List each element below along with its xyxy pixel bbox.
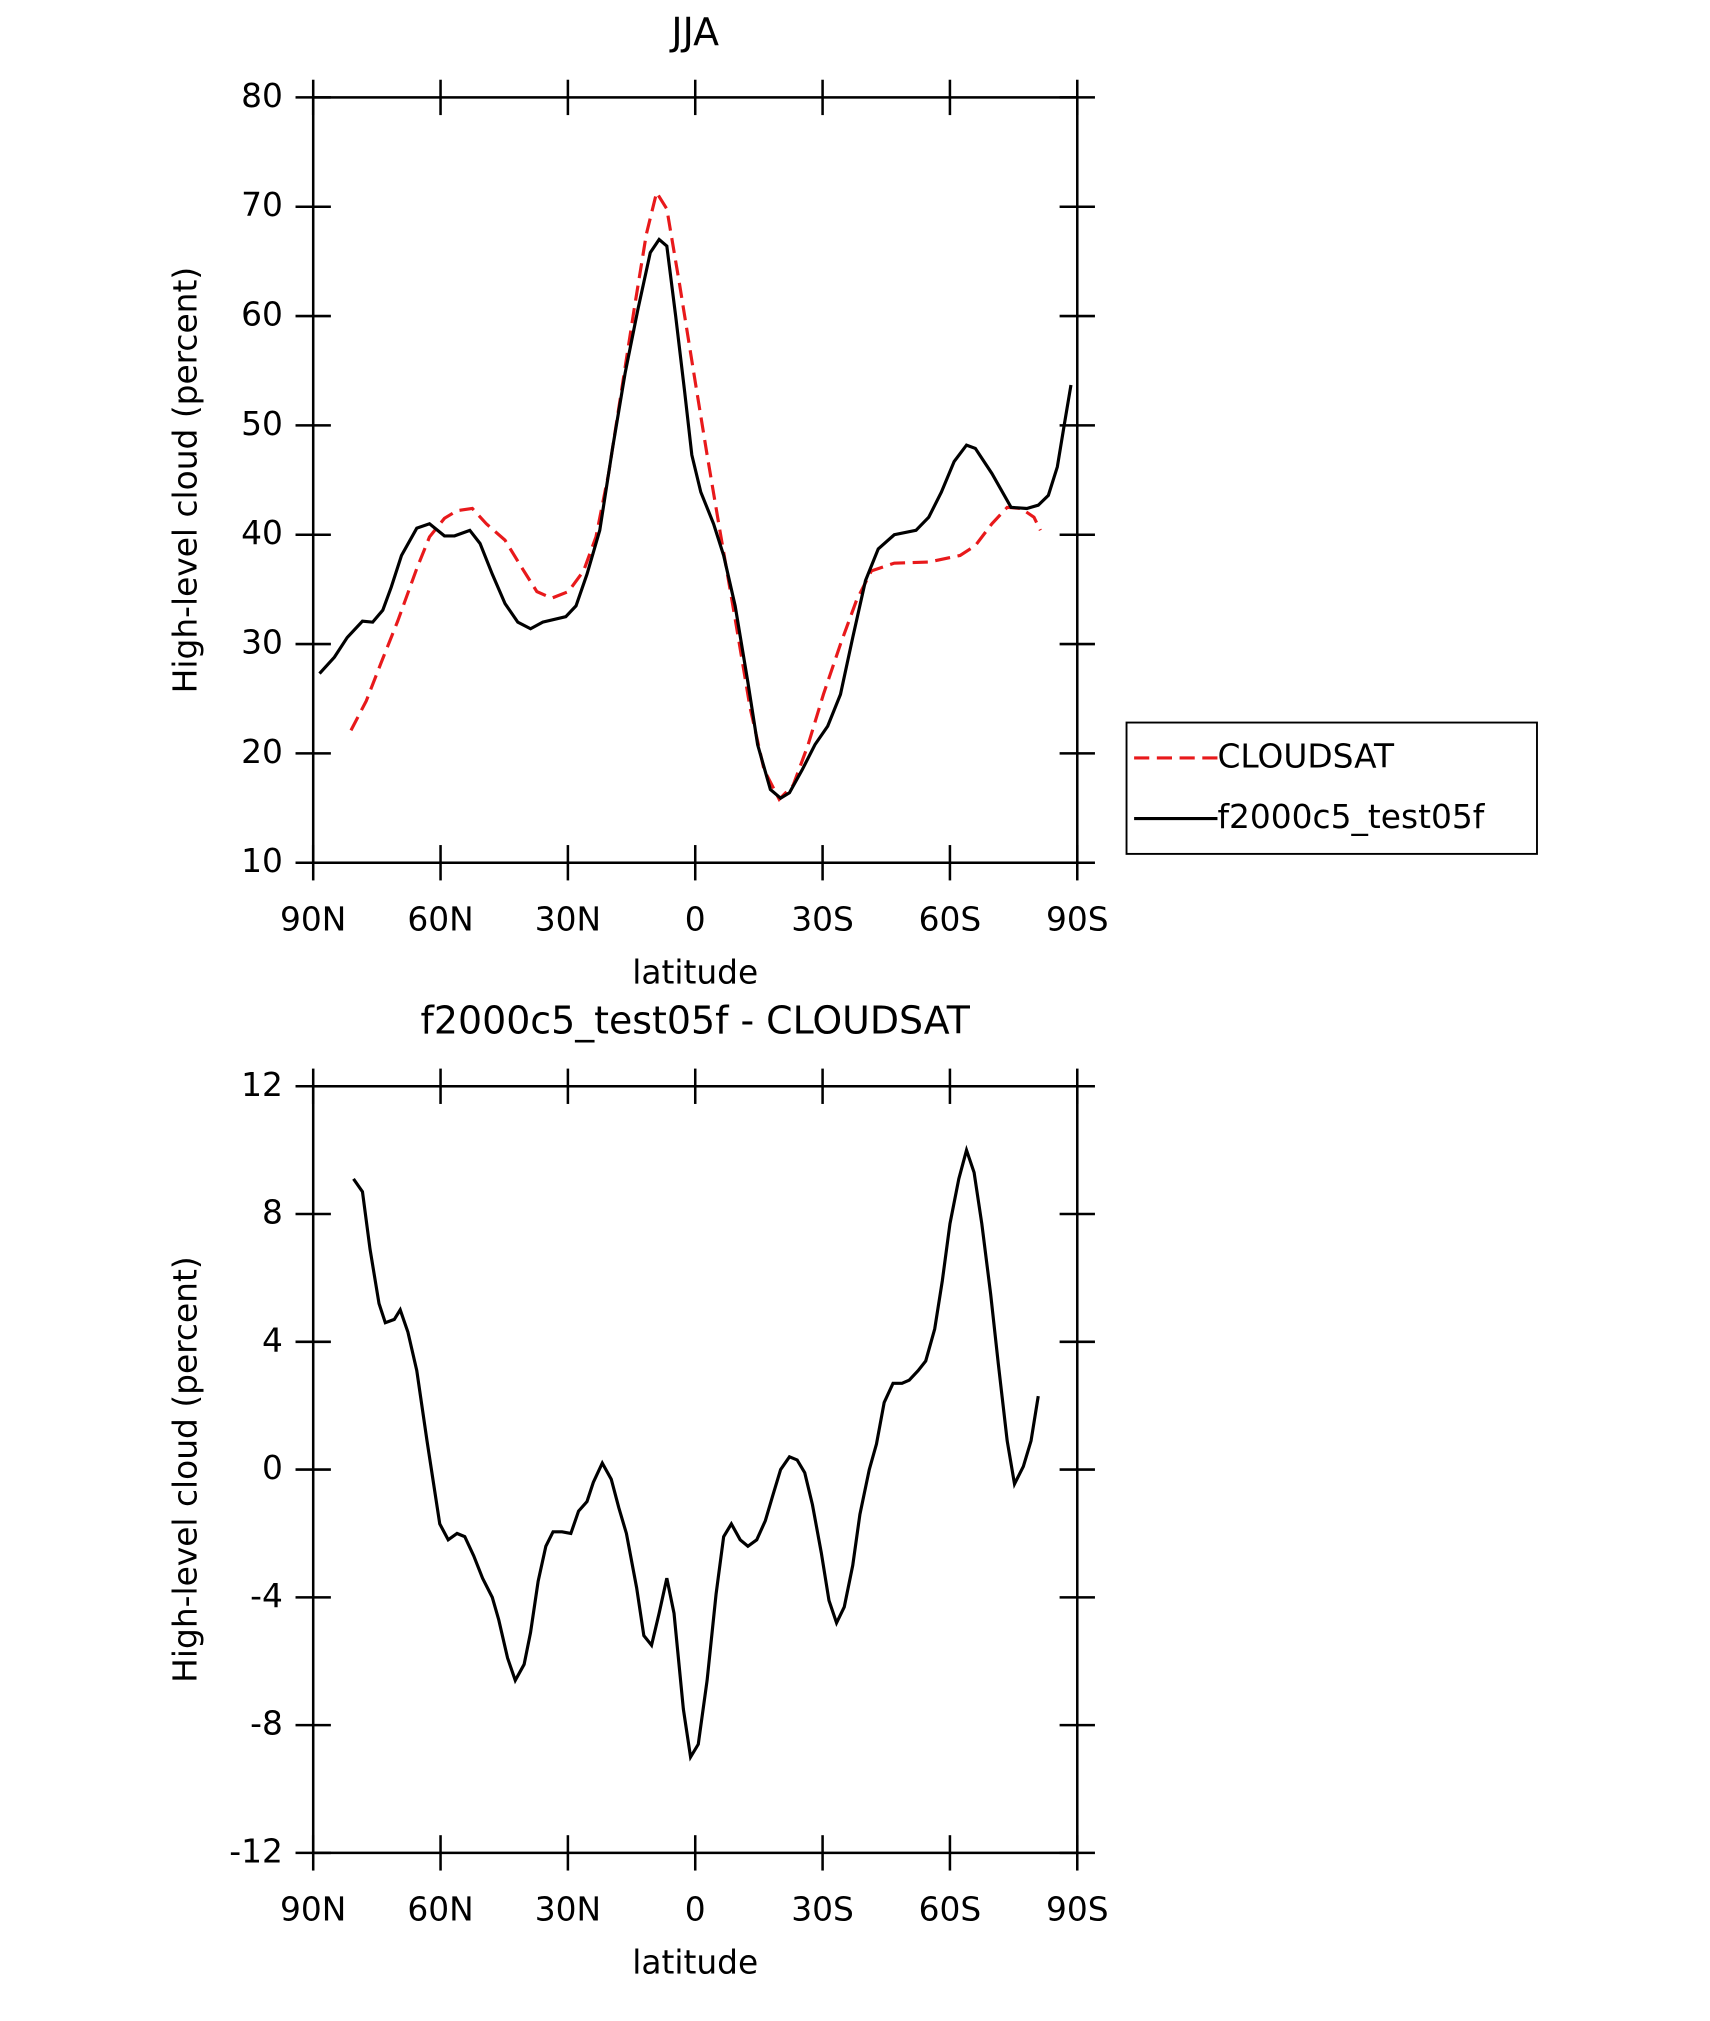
plot-frame xyxy=(311,96,1079,865)
x-tick-label: 60N xyxy=(407,1890,473,1928)
x-axis-label: latitude xyxy=(632,1944,758,1982)
legend-label: f2000c5_test05f xyxy=(1217,798,1485,836)
y-tick-label: 0 xyxy=(262,1449,283,1487)
y-tick-label: 12 xyxy=(241,1066,283,1104)
x-tick-label: 90N xyxy=(280,900,346,938)
data-line xyxy=(352,1144,1040,1762)
x-tick-label: 0 xyxy=(685,1890,706,1928)
y-tick-label: 8 xyxy=(262,1194,283,1232)
x-tick-label: 90S xyxy=(1046,900,1109,938)
y-tick-label: 80 xyxy=(241,77,283,115)
y-tick-label: -12 xyxy=(229,1832,283,1870)
x-axis-label: latitude xyxy=(632,953,758,991)
data-line xyxy=(349,188,1042,803)
chart-title: f2000c5_test05f - CLOUDSAT xyxy=(421,999,971,1043)
plot-frame xyxy=(311,1085,1079,1855)
y-tick-label: 10 xyxy=(241,842,283,880)
x-tick-label: 30N xyxy=(535,900,601,938)
y-tick-label: 40 xyxy=(241,514,283,552)
y-tick-label: -4 xyxy=(250,1577,283,1615)
x-tick-label: 90N xyxy=(280,1890,346,1928)
y-tick-label: 50 xyxy=(241,405,283,443)
x-tick-label: 60N xyxy=(407,900,473,938)
x-tick-label: 0 xyxy=(685,900,706,938)
y-tick-label: 70 xyxy=(241,186,283,224)
y-tick-label: 30 xyxy=(241,624,283,662)
y-tick-label: 60 xyxy=(241,296,283,334)
x-tick-label: 90S xyxy=(1046,1890,1109,1928)
x-tick-label: 60S xyxy=(919,1890,982,1928)
y-tick-label: 20 xyxy=(241,733,283,771)
legend-label: CLOUDSAT xyxy=(1217,737,1395,775)
data-line xyxy=(318,237,1073,801)
x-tick-label: 30S xyxy=(791,900,854,938)
x-tick-label: 30S xyxy=(791,1890,854,1928)
x-tick-label: 30N xyxy=(535,1890,601,1928)
legend-box xyxy=(1125,721,1538,855)
y-axis-label: High-level cloud (percent) xyxy=(166,267,204,693)
x-tick-label: 60S xyxy=(919,900,982,938)
y-tick-label: 4 xyxy=(262,1321,283,1359)
y-tick-label: -8 xyxy=(250,1705,283,1743)
y-axis-label: High-level cloud (percent) xyxy=(166,1256,204,1682)
chart-title: JJA xyxy=(669,10,719,54)
